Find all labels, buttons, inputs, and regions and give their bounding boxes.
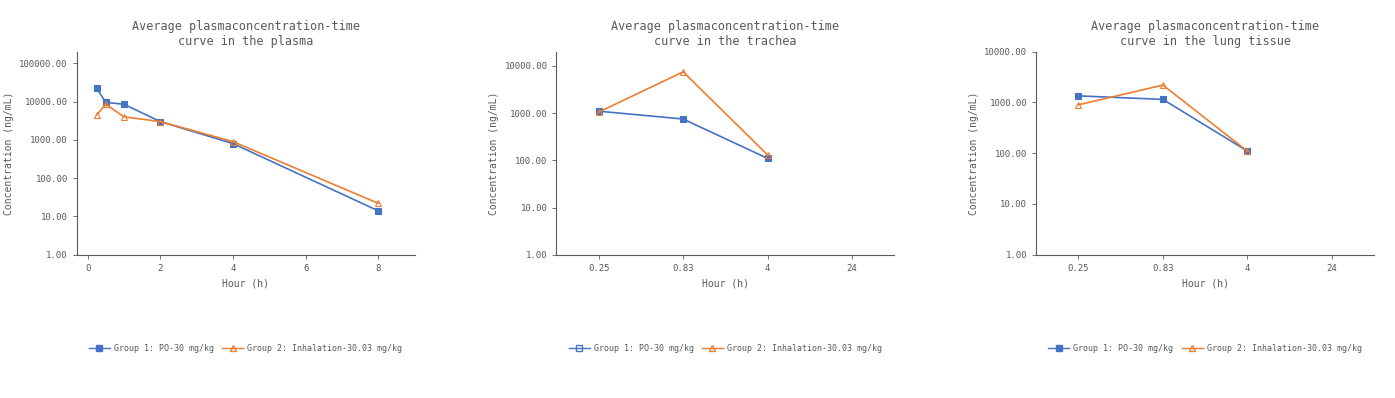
- Group 2: Inhalation-30.03 mg/kg: (3, 110): Inhalation-30.03 mg/kg: (3, 110): [1239, 149, 1256, 154]
- Group 2: Inhalation-30.03 mg/kg: (1, 900): Inhalation-30.03 mg/kg: (1, 900): [1070, 102, 1087, 107]
- Legend: Group 1: PO-30 mg/kg, Group 2: Inhalation-30.03 mg/kg: Group 1: PO-30 mg/kg, Group 2: Inhalatio…: [85, 340, 406, 356]
- Group 2: Inhalation-30.03 mg/kg: (0.25, 4.5e+03): Inhalation-30.03 mg/kg: (0.25, 4.5e+03): [88, 113, 105, 117]
- Group 1: PO-30 mg/kg: (1, 1.35e+03): PO-30 mg/kg: (1, 1.35e+03): [1070, 94, 1087, 98]
- Line: Group 1: PO-30 mg/kg: Group 1: PO-30 mg/kg: [1076, 93, 1250, 154]
- Group 1: PO-30 mg/kg: (0.25, 2.2e+04): PO-30 mg/kg: (0.25, 2.2e+04): [88, 86, 105, 91]
- X-axis label: Hour (h): Hour (h): [222, 278, 269, 288]
- Group 1: PO-30 mg/kg: (3, 110): PO-30 mg/kg: (3, 110): [1239, 149, 1256, 154]
- Title: Average plasmaconcentration-time
curve in the lung tissue: Average plasmaconcentration-time curve i…: [1091, 20, 1320, 48]
- Line: Group 1: PO-30 mg/kg: Group 1: PO-30 mg/kg: [93, 86, 381, 214]
- Group 1: PO-30 mg/kg: (2, 750): PO-30 mg/kg: (2, 750): [675, 117, 692, 121]
- Group 2: Inhalation-30.03 mg/kg: (4, 900): Inhalation-30.03 mg/kg: (4, 900): [225, 139, 241, 144]
- Line: Group 2: Inhalation-30.03 mg/kg: Group 2: Inhalation-30.03 mg/kg: [596, 69, 770, 158]
- X-axis label: Hour (h): Hour (h): [1182, 278, 1229, 288]
- Group 2: Inhalation-30.03 mg/kg: (3, 130): Inhalation-30.03 mg/kg: (3, 130): [759, 152, 776, 157]
- Line: Group 2: Inhalation-30.03 mg/kg: Group 2: Inhalation-30.03 mg/kg: [1076, 82, 1250, 154]
- Group 2: Inhalation-30.03 mg/kg: (1, 1.05e+03): Inhalation-30.03 mg/kg: (1, 1.05e+03): [590, 110, 607, 115]
- Group 2: Inhalation-30.03 mg/kg: (2, 2.2e+03): Inhalation-30.03 mg/kg: (2, 2.2e+03): [1155, 83, 1172, 88]
- Group 1: PO-30 mg/kg: (4, 800): PO-30 mg/kg: (4, 800): [225, 141, 241, 146]
- Group 1: PO-30 mg/kg: (3, 110): PO-30 mg/kg: (3, 110): [759, 156, 776, 161]
- Y-axis label: Concentration (ng/mL): Concentration (ng/mL): [968, 92, 979, 215]
- Line: Group 1: PO-30 mg/kg: Group 1: PO-30 mg/kg: [596, 108, 770, 161]
- Group 2: Inhalation-30.03 mg/kg: (2, 3e+03): Inhalation-30.03 mg/kg: (2, 3e+03): [152, 119, 169, 124]
- Legend: Group 1: PO-30 mg/kg, Group 2: Inhalation-30.03 mg/kg: Group 1: PO-30 mg/kg, Group 2: Inhalatio…: [565, 340, 886, 356]
- Group 1: PO-30 mg/kg: (2, 3e+03): PO-30 mg/kg: (2, 3e+03): [152, 119, 169, 124]
- Group 1: PO-30 mg/kg: (8, 14): PO-30 mg/kg: (8, 14): [370, 209, 386, 213]
- Group 1: PO-30 mg/kg: (0.5, 9.5e+03): PO-30 mg/kg: (0.5, 9.5e+03): [98, 100, 114, 105]
- Legend: Group 1: PO-30 mg/kg, Group 2: Inhalation-30.03 mg/kg: Group 1: PO-30 mg/kg, Group 2: Inhalatio…: [1045, 340, 1366, 356]
- Title: Average plasmaconcentration-time
curve in the plasma: Average plasmaconcentration-time curve i…: [131, 20, 360, 48]
- Group 2: Inhalation-30.03 mg/kg: (2, 7.5e+03): Inhalation-30.03 mg/kg: (2, 7.5e+03): [675, 70, 692, 74]
- Y-axis label: Concentration (ng/mL): Concentration (ng/mL): [4, 92, 14, 215]
- X-axis label: Hour (h): Hour (h): [702, 278, 749, 288]
- Group 2: Inhalation-30.03 mg/kg: (8, 22): Inhalation-30.03 mg/kg: (8, 22): [370, 201, 386, 206]
- Group 1: PO-30 mg/kg: (1, 8.5e+03): PO-30 mg/kg: (1, 8.5e+03): [116, 102, 133, 107]
- Group 1: PO-30 mg/kg: (2, 1.15e+03): PO-30 mg/kg: (2, 1.15e+03): [1155, 97, 1172, 102]
- Title: Average plasmaconcentration-time
curve in the trachea: Average plasmaconcentration-time curve i…: [611, 20, 840, 48]
- Line: Group 2: Inhalation-30.03 mg/kg: Group 2: Inhalation-30.03 mg/kg: [93, 101, 381, 206]
- Group 1: PO-30 mg/kg: (1, 1.1e+03): PO-30 mg/kg: (1, 1.1e+03): [590, 109, 607, 113]
- Group 2: Inhalation-30.03 mg/kg: (0.5, 8.5e+03): Inhalation-30.03 mg/kg: (0.5, 8.5e+03): [98, 102, 114, 107]
- Group 2: Inhalation-30.03 mg/kg: (1, 4e+03): Inhalation-30.03 mg/kg: (1, 4e+03): [116, 114, 133, 119]
- Y-axis label: Concentration (ng/mL): Concentration (ng/mL): [488, 92, 499, 215]
